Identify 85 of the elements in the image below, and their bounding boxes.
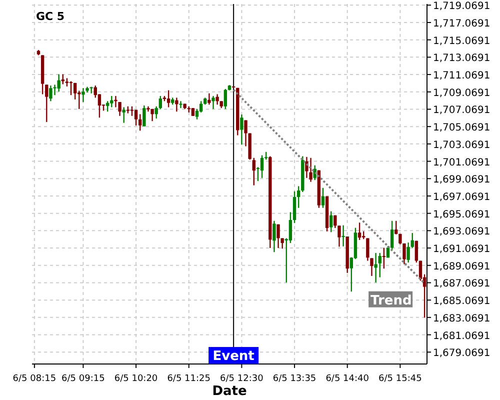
- candlestick: [378, 252, 382, 278]
- candlestick: [212, 95, 215, 110]
- y-tick-label: 1,697.0691: [433, 192, 490, 203]
- candlestick: [260, 154, 264, 179]
- text: GC 5: [36, 10, 65, 23]
- annotation: Event: [212, 349, 254, 364]
- candlestick: [296, 186, 300, 208]
- candlestick: [208, 92, 211, 106]
- candlestick: [45, 84, 48, 123]
- y-tick-label: 1,695.0691: [433, 209, 490, 220]
- candlestick: [292, 190, 296, 224]
- y-tick-label: 1,691.0691: [433, 244, 490, 256]
- candlestick: [122, 106, 126, 124]
- candlestick: [57, 74, 60, 92]
- candlestick: [130, 106, 134, 117]
- candlestick: [240, 114, 244, 146]
- candlestick: [154, 106, 158, 120]
- candlestick: [309, 157, 312, 182]
- candlestick: [224, 88, 228, 110]
- candlestick: [288, 212, 292, 244]
- y-tick-label: 1,699.0691: [433, 174, 490, 186]
- candlestick: [374, 252, 378, 284]
- x-tick-label: 6/5 14:40: [326, 374, 370, 384]
- y-tick-label: 1,703.0691: [433, 140, 490, 151]
- candlestick: [199, 100, 203, 114]
- y-tick-label: 1,687.0691: [433, 278, 490, 290]
- candlestick: [329, 210, 333, 233]
- candlestick: [272, 220, 276, 253]
- candlestick: [305, 156, 308, 179]
- candlestick: [134, 109, 138, 126]
- candlestick: [110, 95, 114, 108]
- candlestick: [414, 240, 418, 264]
- candlestick: [142, 104, 146, 127]
- series-label: Trend: [370, 293, 412, 308]
- candlestick: [342, 224, 345, 247]
- y-tick-label: 1,679.0691: [433, 348, 490, 360]
- y-tick-label: 1,717.0691: [433, 18, 490, 30]
- candlestick: [73, 82, 77, 100]
- candlestick: [166, 90, 170, 108]
- x-axis-title: Date: [212, 384, 247, 399]
- candlestick: [158, 95, 162, 110]
- candlestick: [150, 108, 154, 122]
- x-tick-label: 6/5 15:45: [378, 374, 422, 384]
- y-tick-label: 1,701.0691: [433, 157, 490, 168]
- y-tick-label: 1,719.0691: [433, 1, 490, 12]
- candlestick: [252, 157, 256, 186]
- candlestick: [179, 100, 182, 109]
- candlestick: [280, 238, 284, 250]
- y-tick-label: 1,689.0691: [433, 261, 490, 272]
- x-tick-label: 6/5 10:20: [114, 374, 158, 384]
- y-tick-label: 1,693.0691: [433, 226, 490, 238]
- x-tick-label: 6/5 11:25: [167, 374, 211, 384]
- candlestick: [406, 242, 410, 264]
- candlestick: [216, 94, 219, 106]
- y-tick-label: 1,681.0691: [433, 330, 490, 342]
- x-tick-label: 6/5 12:30: [220, 374, 264, 384]
- x-tick-label: 6/5 13:35: [272, 374, 316, 384]
- candlestick: [402, 242, 406, 265]
- candlestick: [106, 100, 110, 112]
- y-tick-label: 1,705.0691: [433, 122, 490, 134]
- candlestick: [276, 224, 280, 249]
- candlestick: [49, 84, 52, 102]
- x-tick-label: 6/5 09:15: [62, 374, 105, 384]
- candlestick: [390, 220, 394, 250]
- candlestick: [382, 247, 386, 270]
- candlestick: [394, 220, 398, 235]
- candlestick: [90, 86, 93, 94]
- y-tick-label: 1,709.0691: [433, 88, 490, 99]
- candlestick: [195, 108, 199, 120]
- candlestick: [370, 258, 374, 277]
- y-tick-label: 1,683.0691: [433, 313, 490, 324]
- candlestick: [358, 222, 362, 241]
- y-tick-label: 1,685.0691: [433, 296, 490, 308]
- candlestick: [69, 80, 73, 96]
- candlestick: [410, 232, 414, 248]
- candlestick: [138, 114, 142, 132]
- candlestick: [338, 225, 341, 248]
- candlestick: [175, 97, 178, 112]
- candlestick: [321, 187, 325, 208]
- y-tick-label: 1,711.0691: [433, 70, 490, 82]
- candlestick: [82, 88, 85, 103]
- y-tick-label: 1,707.0691: [433, 105, 490, 116]
- y-tick-label: 1,715.0691: [433, 36, 490, 47]
- y-tick-label: 1,713.0691: [433, 53, 490, 64]
- x-tick-label: 6/5 08:15: [12, 374, 56, 384]
